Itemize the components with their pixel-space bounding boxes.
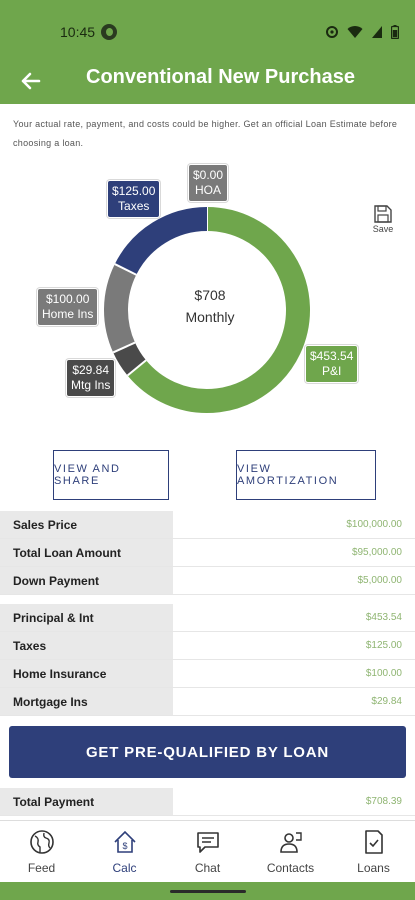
- row-label: Sales Price: [0, 511, 173, 538]
- row-label: Principal & Int: [0, 604, 173, 631]
- tab-chat[interactable]: Chat: [166, 821, 249, 882]
- row-value: $95,000.00: [173, 539, 415, 566]
- slice-label-mtg-ins: $29.84 Mtg Ins: [66, 359, 116, 397]
- total-payment-table: Total Payment $708.39: [0, 788, 415, 816]
- slice-label-taxes: $125.00 Taxes: [107, 180, 161, 218]
- app-notification-icon: [101, 24, 117, 40]
- tab-label: Feed: [27, 861, 56, 875]
- donut-slice-mtg-ins: [113, 342, 147, 376]
- row-value: $453.54: [173, 604, 415, 631]
- tab-label: Loans: [357, 861, 390, 875]
- contacts-icon: [279, 832, 302, 853]
- slice-label-hoa: $0.00 HOA: [188, 164, 229, 202]
- slice-name: Mtg Ins: [71, 378, 111, 392]
- battery-icon: [391, 25, 399, 39]
- chart-center-value: $708: [194, 287, 226, 303]
- slice-name: HOA: [195, 183, 222, 197]
- view-amortization-label: VIEW AMORTIZATION: [237, 463, 339, 487]
- loans-icon: [364, 830, 383, 854]
- disclaimer-text: Your actual rate, payment, and costs cou…: [13, 119, 398, 148]
- tab-calc[interactable]: $ Calc: [83, 821, 166, 882]
- slice-value: $100.00: [45, 292, 90, 306]
- table-row: Home Insurance $100.00: [0, 660, 415, 688]
- view-and-share-label: VIEW AND SHARE: [54, 463, 121, 487]
- row-value: $708.39: [173, 788, 415, 815]
- get-pre-qualified-button[interactable]: GET PRE-QUALIFIED BY LOAN: [9, 726, 406, 778]
- slice-value: $453.54: [310, 349, 354, 363]
- row-label: Mortgage Ins: [0, 688, 173, 715]
- table-row: Taxes $125.00: [0, 632, 415, 660]
- loan-summary-table: Sales Price $100,000.00 Total Loan Amoun…: [0, 511, 415, 595]
- bottom-tab-bar: Feed $ Calc Chat Contacts Loans: [0, 820, 415, 882]
- status-time: 10:45: [60, 24, 96, 40]
- location-icon: [326, 26, 338, 38]
- donut-separator: [126, 359, 147, 377]
- chat-icon: [196, 832, 219, 853]
- row-value: $100,000.00: [173, 511, 415, 538]
- table-row: Total Payment $708.39: [0, 788, 415, 816]
- back-button[interactable]: [16, 66, 46, 96]
- slice-name: Home Ins: [42, 307, 94, 321]
- donut-separator: [114, 263, 137, 276]
- donut-slice-home-ins: [104, 264, 137, 353]
- view-and-share-button[interactable]: VIEW AND SHARE: [53, 450, 169, 500]
- tab-contacts[interactable]: Contacts: [249, 821, 332, 882]
- globe-icon: [29, 830, 54, 854]
- view-amortization-button[interactable]: VIEW AMORTIZATION: [236, 450, 376, 500]
- status-bar: 10:45: [0, 0, 415, 60]
- tab-loans[interactable]: Loans: [332, 821, 415, 882]
- table-row: Down Payment $5,000.00: [0, 567, 415, 595]
- tab-label: Calc: [112, 861, 137, 875]
- page-title: Conventional New Purchase: [86, 66, 355, 88]
- slice-label-pi: $453.54 P&I: [305, 345, 359, 383]
- tab-label: Contacts: [266, 861, 315, 875]
- slice-value: $125.00: [112, 184, 156, 198]
- table-row: Sales Price $100,000.00: [0, 511, 415, 539]
- save-label: Save: [372, 224, 394, 234]
- row-label: Down Payment: [0, 567, 173, 594]
- wifi-icon: [347, 26, 363, 38]
- donut-separator: [112, 341, 136, 354]
- table-row: Total Loan Amount $95,000.00: [0, 539, 415, 567]
- home-gesture-pill[interactable]: [170, 890, 246, 893]
- row-value: $29.84: [173, 688, 415, 715]
- payment-breakdown-table: Principal & Int $453.54 Taxes $125.00 Ho…: [0, 604, 415, 716]
- tab-feed[interactable]: Feed: [0, 821, 83, 882]
- chart-center-label: Monthly: [185, 309, 235, 325]
- calculator-house-icon: $: [113, 830, 136, 853]
- table-row: Principal & Int $453.54: [0, 604, 415, 632]
- slice-name: P&I: [322, 364, 342, 378]
- slice-label-home-ins: $100.00 Home Ins: [37, 288, 99, 326]
- save-icon: [374, 205, 392, 223]
- row-value: $100.00: [173, 660, 415, 687]
- donut-slice-taxes: [114, 207, 208, 276]
- slice-value: $29.84: [72, 363, 110, 377]
- row-value: $125.00: [173, 632, 415, 659]
- tab-label: Chat: [194, 861, 221, 875]
- payment-donut-chart: [104, 207, 310, 413]
- row-label: Total Payment: [0, 788, 173, 815]
- get-pre-qualified-label: GET PRE-QUALIFIED BY LOAN: [85, 743, 330, 761]
- donut-slice-p-i: [127, 207, 310, 413]
- arrow-left-icon: [21, 72, 41, 90]
- signal-icon: [372, 26, 382, 38]
- save-button[interactable]: Save: [366, 204, 400, 234]
- row-value: $5,000.00: [173, 567, 415, 594]
- svg-text:$: $: [122, 841, 127, 851]
- table-row: Mortgage Ins $29.84: [0, 688, 415, 716]
- row-label: Total Loan Amount: [0, 539, 173, 566]
- status-icons: [325, 22, 399, 42]
- chart-center: $708 Monthly: [160, 284, 260, 328]
- slice-value: $0.00: [193, 168, 224, 182]
- system-nav-bar: [0, 882, 415, 900]
- row-label: Taxes: [0, 632, 173, 659]
- slice-name: Taxes: [118, 199, 150, 213]
- app-bar: Conventional New Purchase: [0, 60, 415, 104]
- row-label: Home Insurance: [0, 660, 173, 687]
